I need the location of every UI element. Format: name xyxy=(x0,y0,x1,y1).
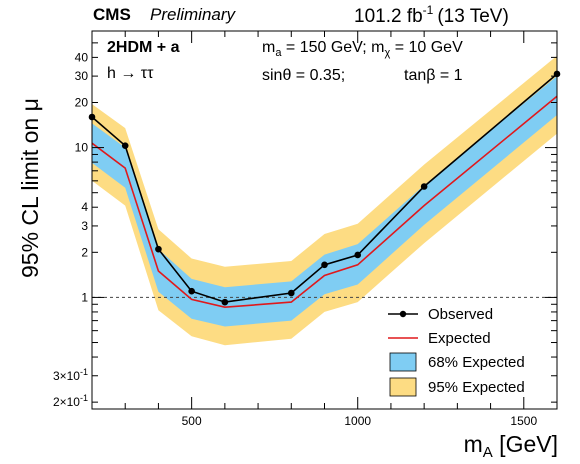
x-tick-label: 1500 xyxy=(510,414,537,428)
observed-point xyxy=(155,245,162,253)
observed-point xyxy=(287,289,295,297)
y-tick-label: 2×10-1 xyxy=(53,393,88,409)
y-tick-label: 3×10-1 xyxy=(53,367,88,383)
x-tick-label: 1000 xyxy=(344,414,371,428)
plot-frame xyxy=(91,30,558,410)
y-tick-label: 3 xyxy=(81,219,88,233)
axes-frame xyxy=(91,30,558,410)
observed-line xyxy=(91,73,558,303)
y-axis-title: 95% CL limit on μ xyxy=(17,98,43,278)
legend-95-swatch xyxy=(389,377,417,397)
observed-point xyxy=(121,142,129,149)
legend-observed-marker xyxy=(399,310,407,318)
observed-point xyxy=(221,298,229,306)
expected-line xyxy=(91,95,558,309)
lines-layer xyxy=(88,70,561,309)
bands-layer xyxy=(92,55,557,346)
legend-95-label: 95% Expected xyxy=(428,379,525,396)
observed-point xyxy=(321,261,328,269)
header-cms: CMS xyxy=(93,5,131,24)
y-tick-label: 4 xyxy=(81,200,88,214)
mass-label: ma = 150 GeV; mχ = 10 GeV xyxy=(262,39,463,59)
x-axis-title: mA [GeV] xyxy=(464,431,558,461)
y-ticks: 2×10-1 3×10-1 1 2 3 4 10 20 30 40 xyxy=(53,30,557,409)
legend: Observed Expected 68% Expected 95% Expec… xyxy=(388,306,525,397)
observed-point xyxy=(188,287,195,295)
y-tick-label: 20 xyxy=(75,95,89,109)
y-tick-label: 2 xyxy=(81,245,88,259)
header-lumi: 101.2 fb-1 (13 TeV) xyxy=(354,3,509,27)
legend-68-label: 68% Expected xyxy=(428,354,525,371)
band-95-expected xyxy=(92,55,557,346)
x-ticks: 500 1000 1500 xyxy=(91,31,558,428)
decay-label: h → ττ xyxy=(107,65,154,82)
y-tick-label: 30 xyxy=(75,69,89,83)
legend-expected-label: Expected xyxy=(428,330,491,347)
observed-point xyxy=(354,251,362,259)
sintheta-label: sinθ = 0.35; xyxy=(262,67,345,84)
y-tick-label: 10 xyxy=(75,141,89,155)
header-preliminary: Preliminary xyxy=(150,5,237,24)
model-label: 2HDM + a xyxy=(107,39,180,56)
legend-68-swatch xyxy=(389,352,417,372)
tanbeta-label: tanβ = 1 xyxy=(404,67,463,84)
y-tick-label: 1 xyxy=(81,290,88,304)
observed-point xyxy=(420,183,428,190)
legend-observed-label: Observed xyxy=(428,306,493,323)
y-tick-label: 40 xyxy=(75,50,89,64)
x-tick-label: 500 xyxy=(182,414,202,428)
